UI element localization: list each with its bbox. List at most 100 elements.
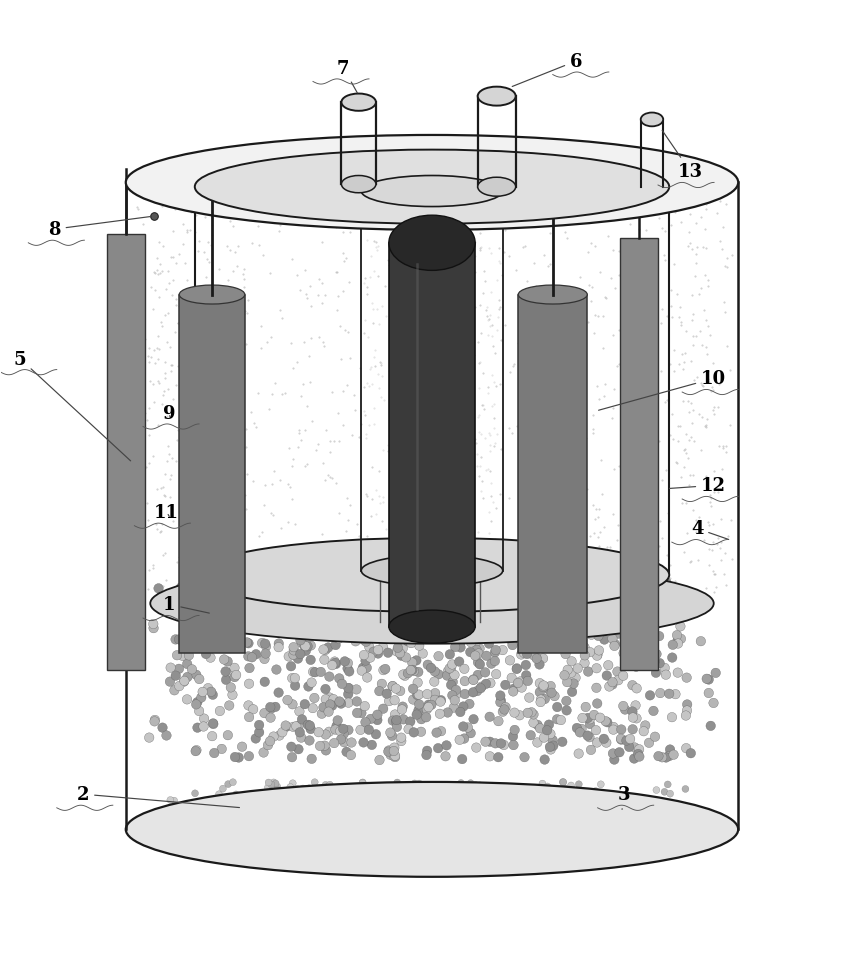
Circle shape — [628, 713, 638, 723]
Circle shape — [344, 592, 353, 602]
Circle shape — [632, 714, 641, 724]
Circle shape — [466, 607, 475, 617]
Circle shape — [317, 825, 324, 832]
Circle shape — [550, 692, 559, 702]
Circle shape — [288, 619, 297, 628]
Circle shape — [158, 723, 168, 732]
Circle shape — [416, 727, 426, 737]
Circle shape — [442, 625, 451, 634]
Circle shape — [241, 823, 248, 830]
Circle shape — [479, 822, 486, 828]
Circle shape — [219, 591, 229, 601]
Circle shape — [344, 684, 353, 693]
Circle shape — [562, 597, 571, 606]
Circle shape — [289, 626, 299, 635]
Circle shape — [507, 674, 517, 683]
Circle shape — [563, 665, 573, 675]
Circle shape — [676, 824, 683, 831]
Ellipse shape — [194, 538, 670, 612]
Circle shape — [658, 804, 664, 812]
Circle shape — [539, 593, 549, 602]
Circle shape — [430, 689, 440, 698]
Circle shape — [653, 787, 660, 794]
Circle shape — [418, 649, 428, 658]
Circle shape — [390, 696, 399, 705]
Circle shape — [213, 801, 220, 808]
Circle shape — [567, 668, 576, 678]
Circle shape — [467, 583, 476, 592]
Circle shape — [359, 594, 369, 604]
Circle shape — [604, 822, 611, 829]
Circle shape — [585, 648, 594, 657]
Circle shape — [249, 825, 256, 832]
Circle shape — [372, 716, 382, 725]
Circle shape — [376, 584, 385, 594]
Circle shape — [600, 790, 607, 797]
Circle shape — [289, 651, 298, 660]
Circle shape — [488, 787, 495, 794]
Circle shape — [486, 659, 496, 669]
Circle shape — [251, 650, 261, 659]
Circle shape — [617, 735, 626, 745]
Circle shape — [440, 798, 447, 804]
Circle shape — [432, 728, 442, 738]
Circle shape — [403, 637, 412, 646]
Circle shape — [424, 701, 434, 709]
Circle shape — [423, 702, 433, 712]
Circle shape — [168, 602, 177, 611]
Circle shape — [451, 685, 461, 695]
Circle shape — [406, 639, 416, 648]
Circle shape — [296, 810, 303, 817]
Circle shape — [210, 597, 219, 605]
Circle shape — [649, 706, 658, 716]
Circle shape — [305, 736, 314, 746]
Circle shape — [434, 652, 443, 661]
Circle shape — [582, 612, 592, 622]
Circle shape — [485, 752, 494, 761]
Circle shape — [524, 693, 534, 702]
Circle shape — [521, 660, 530, 670]
Circle shape — [262, 801, 269, 807]
Circle shape — [250, 619, 259, 628]
Circle shape — [228, 578, 238, 586]
Circle shape — [667, 790, 674, 798]
Circle shape — [391, 752, 400, 761]
Circle shape — [345, 785, 352, 792]
Circle shape — [511, 633, 520, 643]
Circle shape — [569, 795, 576, 801]
Circle shape — [440, 606, 449, 616]
Circle shape — [646, 636, 656, 645]
Ellipse shape — [478, 87, 516, 107]
Circle shape — [362, 576, 372, 584]
Circle shape — [569, 679, 578, 689]
Circle shape — [547, 808, 554, 815]
Circle shape — [274, 643, 283, 653]
Circle shape — [262, 575, 271, 584]
Circle shape — [230, 610, 239, 620]
Circle shape — [226, 683, 236, 693]
Circle shape — [532, 654, 542, 664]
Circle shape — [397, 593, 406, 603]
Circle shape — [385, 728, 395, 737]
Circle shape — [193, 584, 202, 594]
Circle shape — [378, 612, 387, 622]
Circle shape — [181, 598, 191, 606]
Circle shape — [485, 801, 492, 808]
Circle shape — [622, 736, 631, 746]
Circle shape — [279, 801, 286, 808]
Circle shape — [286, 662, 295, 672]
Circle shape — [575, 781, 582, 788]
Circle shape — [333, 804, 340, 811]
Circle shape — [282, 722, 291, 731]
Circle shape — [301, 823, 308, 830]
Circle shape — [324, 616, 334, 626]
Circle shape — [531, 653, 541, 662]
Circle shape — [243, 580, 252, 590]
Circle shape — [560, 793, 567, 800]
Circle shape — [664, 752, 674, 761]
Circle shape — [452, 690, 461, 700]
Circle shape — [310, 668, 320, 678]
Circle shape — [194, 675, 204, 684]
Circle shape — [465, 631, 474, 641]
Circle shape — [400, 672, 410, 680]
